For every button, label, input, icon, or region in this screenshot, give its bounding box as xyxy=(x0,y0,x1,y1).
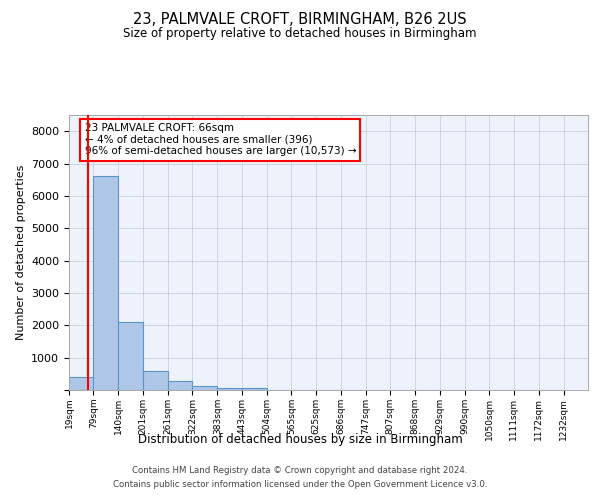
Text: 23, PALMVALE CROFT, BIRMINGHAM, B26 2US: 23, PALMVALE CROFT, BIRMINGHAM, B26 2US xyxy=(133,12,467,28)
Text: Contains public sector information licensed under the Open Government Licence v3: Contains public sector information licen… xyxy=(113,480,487,489)
Bar xyxy=(167,382,193,390)
Bar xyxy=(193,386,217,390)
Bar xyxy=(143,371,168,390)
Bar xyxy=(217,388,242,390)
Text: 23 PALMVALE CROFT: 66sqm
← 4% of detached houses are smaller (396)
96% of semi-d: 23 PALMVALE CROFT: 66sqm ← 4% of detache… xyxy=(85,123,356,156)
Text: Contains HM Land Registry data © Crown copyright and database right 2024.: Contains HM Land Registry data © Crown c… xyxy=(132,466,468,475)
Y-axis label: Number of detached properties: Number of detached properties xyxy=(16,165,26,340)
Bar xyxy=(118,322,143,390)
Text: Distribution of detached houses by size in Birmingham: Distribution of detached houses by size … xyxy=(137,432,463,446)
Bar xyxy=(69,377,94,390)
Bar xyxy=(242,388,266,390)
Bar xyxy=(94,176,118,390)
Text: Size of property relative to detached houses in Birmingham: Size of property relative to detached ho… xyxy=(123,28,477,40)
